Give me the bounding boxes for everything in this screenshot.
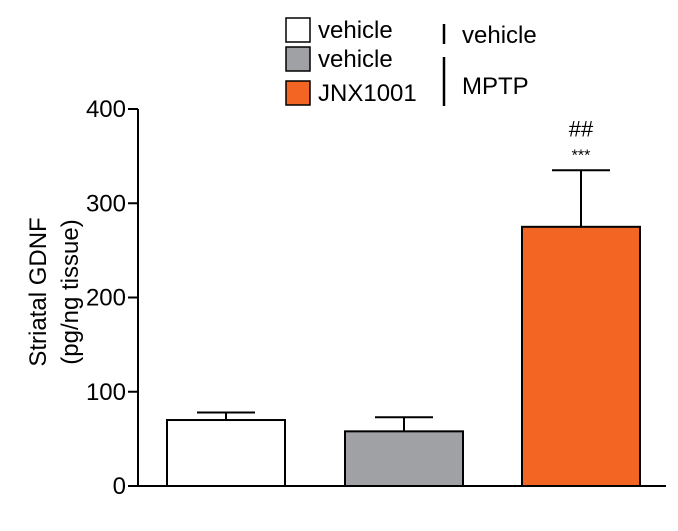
y-axis-label-line-2: (pg/ng tissue)	[57, 219, 84, 364]
legend-swatch-jnx1001	[285, 80, 311, 106]
legend-swatch-vehicle-white	[285, 17, 311, 43]
bars: ## ***	[166, 116, 641, 487]
y-tick-label: 100	[86, 379, 126, 406]
bar	[166, 419, 286, 487]
legend-label-3: JNX1001	[318, 80, 417, 107]
y-tick-label: 300	[86, 190, 126, 217]
legend-label-2: vehicle	[318, 46, 393, 73]
y-axis-label: Striatal GDNF (pg/ng tissue)	[25, 217, 84, 366]
legend-swatch-vehicle-gray	[285, 46, 311, 72]
significance-stars: ***	[572, 147, 591, 164]
legend-group-vehicle: vehicle	[462, 22, 537, 49]
y-tick-label: 0	[113, 473, 126, 500]
legend-group-mptp: MPTP	[462, 73, 529, 100]
significance-hash: ##	[569, 116, 594, 141]
y-ticks: 0 100 200 300 400	[86, 96, 138, 500]
legend: vehicle vehicle JNX1001 vehicle MPTP	[285, 17, 537, 107]
bar	[521, 225, 641, 487]
legend-label-1: vehicle	[318, 17, 393, 44]
y-tick-label: 200	[86, 285, 126, 312]
bar	[344, 430, 464, 487]
y-axis-label-line-1: Striatal GDNF	[25, 217, 52, 366]
y-tick-label: 400	[86, 96, 126, 123]
